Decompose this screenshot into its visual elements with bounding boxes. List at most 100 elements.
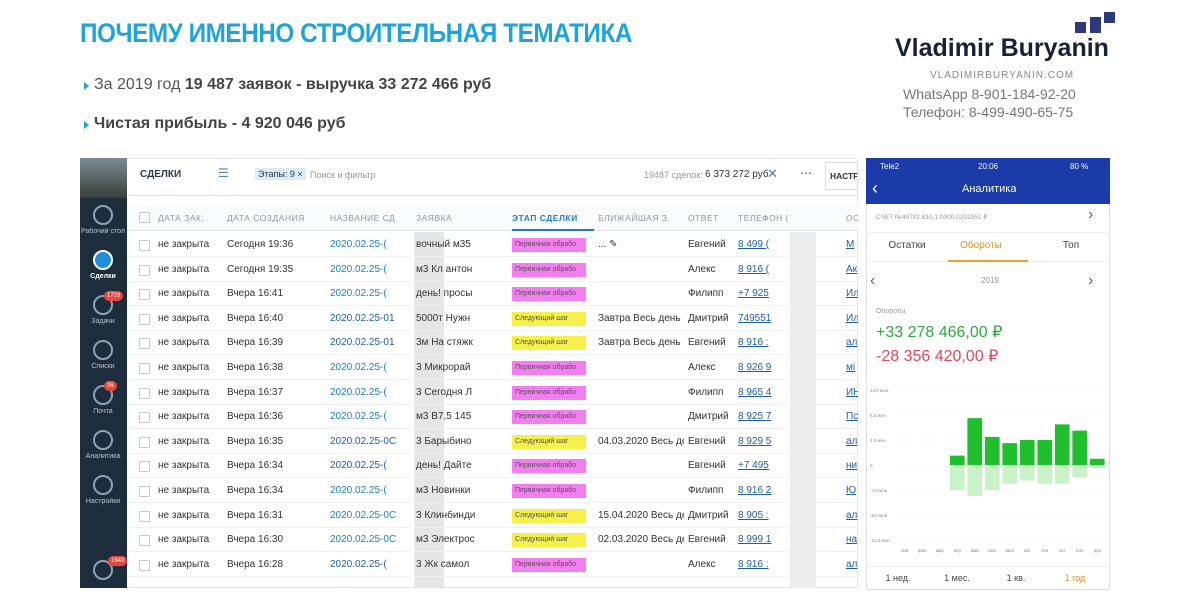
table-row[interactable] <box>127 479 858 503</box>
row-checkbox[interactable] <box>139 289 150 301</box>
table-cell: 2020.02.25-0С <box>330 509 397 521</box>
table-cell: 2020.02.25-( <box>330 460 387 472</box>
nav-icon[interactable] <box>93 205 113 225</box>
table-row[interactable] <box>127 504 858 528</box>
row-checkbox[interactable] <box>139 240 150 251</box>
period[interactable]: 1 мес. <box>944 573 970 583</box>
menu-icon[interactable]: ☰ <box>218 166 229 180</box>
column-header[interactable]: ОТВЕТ <box>688 213 719 223</box>
table-cell: +7 925 <box>738 288 769 300</box>
table-cell: 2020.02.25-( <box>330 263 387 275</box>
tab[interactable]: Обороты <box>960 240 1002 251</box>
row-checkbox[interactable] <box>139 436 150 448</box>
nav-icon[interactable] <box>93 560 113 580</box>
x-tick-label: июн <box>988 548 997 553</box>
more-icon[interactable]: ⋯ <box>800 166 812 180</box>
filter-chip[interactable]: Этапы: 9 × <box>255 168 306 180</box>
table-row[interactable] <box>127 528 858 553</box>
table-cell: 2020.02.25-( <box>330 558 387 570</box>
nav-icon[interactable] <box>93 475 113 495</box>
table-row[interactable] <box>127 405 858 430</box>
table-row[interactable] <box>127 430 858 454</box>
row-checkbox[interactable] <box>139 387 150 399</box>
column-header[interactable]: БЛИЖАЙШАЯ З. <box>598 213 671 223</box>
table-cell: Вчера 16:41 <box>227 288 284 300</box>
search[interactable]: Поиск и фильтр <box>310 170 376 180</box>
table-cell: день! Дайте <box>416 460 472 472</box>
table-row[interactable] <box>127 258 858 282</box>
stage-tag: Следующий шаг <box>512 336 586 351</box>
table-cell: ал <box>846 435 858 447</box>
row-checkbox[interactable] <box>139 313 150 325</box>
bullet: За 2019 год 19 487 заявок - выручка 33 2… <box>94 76 491 94</box>
table-row[interactable] <box>127 331 858 356</box>
period[interactable]: 1 кв. <box>1006 573 1026 583</box>
table-row[interactable] <box>127 282 858 307</box>
nav-badge: 96 <box>104 381 117 391</box>
table-row[interactable] <box>127 233 858 257</box>
table-cell: Вчера 16:35 <box>227 435 284 447</box>
table-cell: Сегодня 19:35 <box>227 263 294 275</box>
column-header[interactable]: ЭТАП СДЕЛКИ <box>512 213 594 231</box>
nav-icon[interactable] <box>93 295 113 315</box>
table-cell: Вчера 16:38 <box>227 362 284 373</box>
row-checkbox[interactable] <box>139 461 150 473</box>
table-row[interactable] <box>127 454 858 479</box>
carrier: Tele2 <box>880 162 900 171</box>
close-icon[interactable]: ✕ <box>767 166 778 181</box>
table-cell: 3 Барыбино <box>416 435 472 447</box>
column-header[interactable]: ТЕЛЕФОН (КОНТАКТ <box>738 213 788 223</box>
prev-year[interactable]: ‹ <box>870 272 876 289</box>
nav-icon[interactable] <box>93 340 113 360</box>
table-row[interactable] <box>127 381 858 405</box>
bar <box>1019 465 1035 481</box>
table-cell: не закрыта <box>158 288 210 300</box>
row-checkbox[interactable] <box>139 363 150 374</box>
table-cell: 2020.02.25-( <box>330 362 387 373</box>
table-cell: м3 Новинки <box>416 485 471 496</box>
table-cell: Ил <box>846 288 858 300</box>
table-row[interactable] <box>127 553 858 577</box>
period[interactable]: 1 год <box>1064 573 1086 583</box>
table-cell: ал <box>846 509 858 521</box>
table-cell: Вчера 16:37 <box>227 386 284 398</box>
table-cell: 8 965 4 <box>738 386 772 398</box>
header-checkbox[interactable] <box>139 212 150 223</box>
period[interactable]: 1 нед. <box>885 573 911 583</box>
table-cell: не закрыта <box>158 558 210 570</box>
column-header[interactable]: НАЗВАНИЕ СД <box>330 213 396 223</box>
tab[interactable]: Топ <box>1062 240 1080 251</box>
column-header[interactable]: ЗАЯВКА <box>416 213 453 223</box>
table-cell: не закрыта <box>158 337 210 349</box>
row-checkbox[interactable] <box>139 535 150 547</box>
table-row[interactable] <box>127 307 858 331</box>
table-cell: Вчера 16:34 <box>227 460 284 472</box>
table-cell: 3 Клинбинди <box>416 509 476 521</box>
stage-tag: Первичная обрабо <box>512 262 586 277</box>
table-cell: 2020.02.25-01 <box>330 312 395 324</box>
row-checkbox[interactable] <box>139 559 150 571</box>
nav-icon[interactable] <box>93 385 113 405</box>
nav-icon[interactable] <box>93 250 113 270</box>
nav-icon[interactable] <box>93 430 113 450</box>
back-button[interactable]: ‹ <box>872 178 878 198</box>
tab[interactable]: Остатки <box>888 240 926 251</box>
column-header[interactable]: ДАТА СОЗДАНИЯ <box>227 213 305 223</box>
table-cell: М <box>846 239 855 250</box>
row-checkbox[interactable] <box>139 510 150 522</box>
table-cell: Вчера 16:34 <box>227 485 284 496</box>
next-year[interactable]: › <box>1088 272 1094 289</box>
settings-button[interactable]: НАСТР <box>825 162 858 190</box>
row-checkbox[interactable] <box>139 338 150 350</box>
table-row[interactable] <box>127 356 858 380</box>
row-checkbox[interactable] <box>139 412 150 424</box>
row-checkbox[interactable] <box>139 264 150 276</box>
column-header[interactable]: ДАТА ЗАК: <box>158 213 205 223</box>
table-cell: мі <box>846 362 856 373</box>
table-cell: 2020.02.25-( <box>330 485 387 496</box>
column-header[interactable]: ОС <box>846 213 858 223</box>
table-cell: не закрыта <box>158 485 210 496</box>
chevron[interactable]: › <box>1088 206 1094 223</box>
row-checkbox[interactable] <box>139 486 150 497</box>
